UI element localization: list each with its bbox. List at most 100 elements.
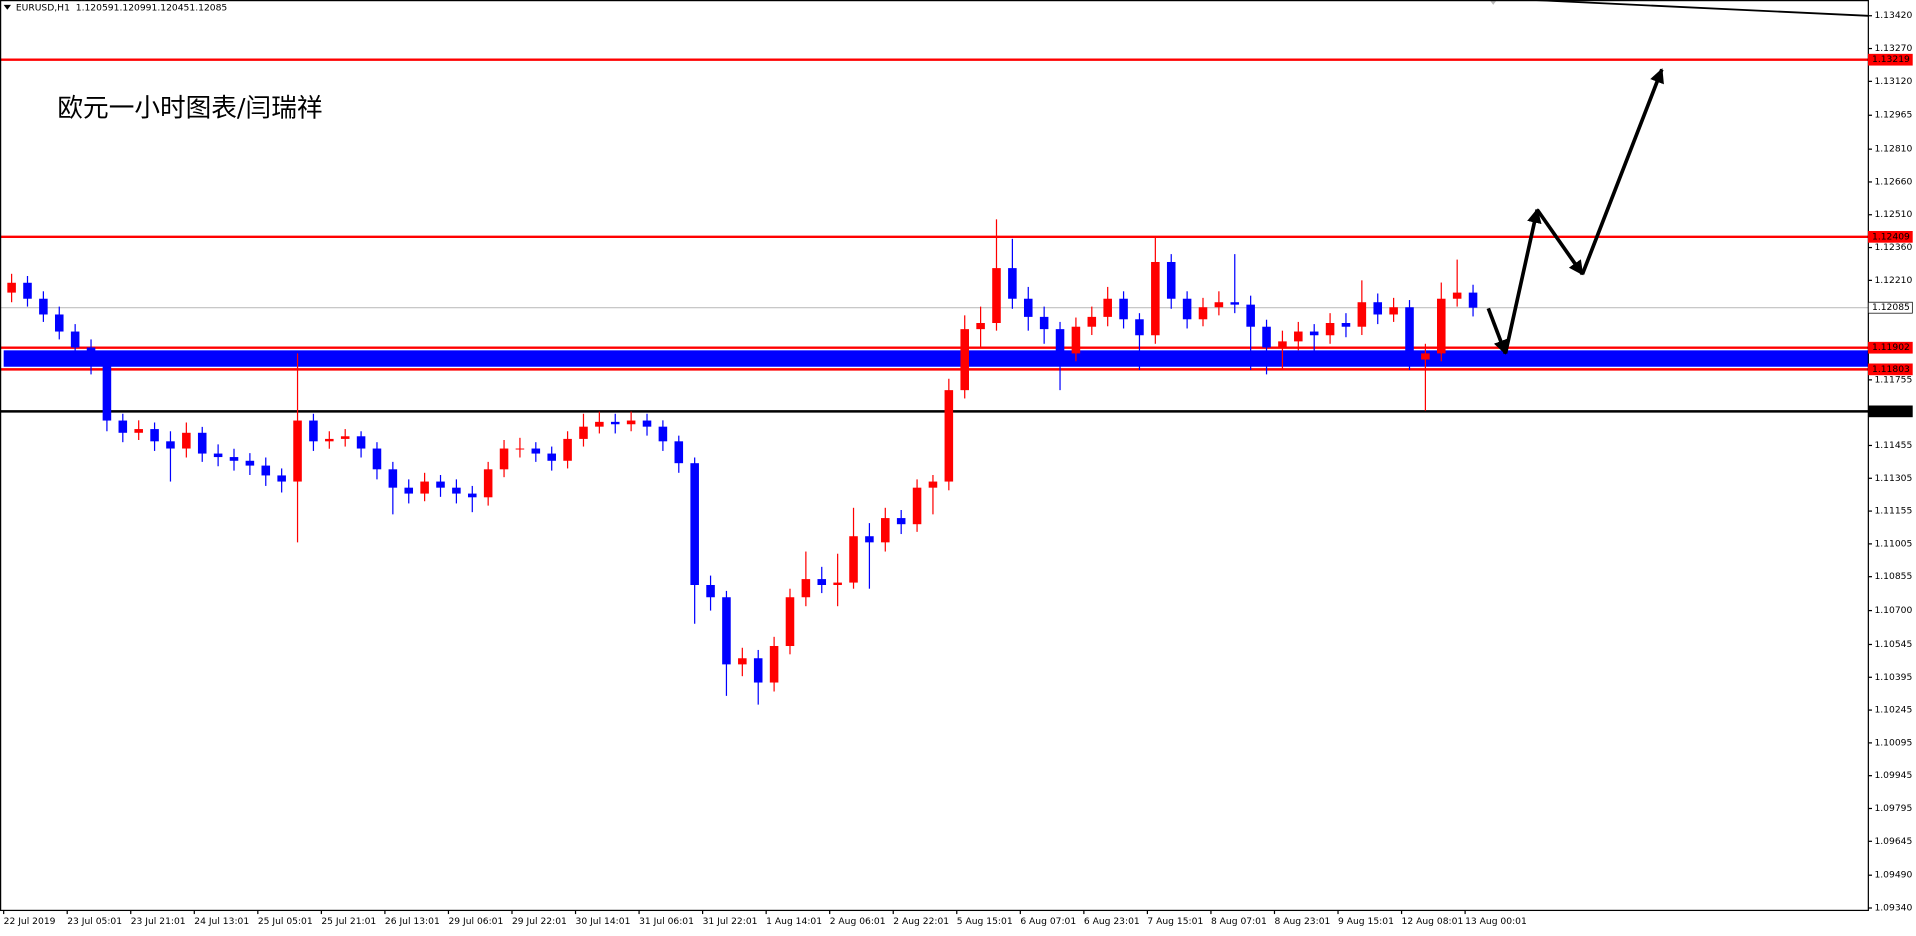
y-tick-label: 1.10395 <box>1874 673 1912 683</box>
x-tick-label: 31 Jul 06:01 <box>639 917 694 927</box>
candle-body <box>229 457 239 461</box>
candle-body <box>54 314 64 332</box>
candle-body <box>7 282 16 293</box>
y-tick-label: 1.09645 <box>1874 837 1912 847</box>
candle-body <box>515 448 525 450</box>
x-tick-label: 13 Aug 00:01 <box>1465 917 1527 927</box>
candle-body <box>1405 307 1414 360</box>
candle-body <box>388 469 398 488</box>
zone <box>3 350 1869 367</box>
candle-body <box>1357 302 1367 327</box>
y-tick-label: 1.09795 <box>1874 804 1912 814</box>
x-tick-label: 8 Aug 07:01 <box>1211 917 1267 927</box>
candle-body <box>356 436 366 449</box>
candle-body <box>1278 341 1287 348</box>
candle-body <box>722 597 731 665</box>
candle-body <box>1421 353 1430 360</box>
y-tick-label: 1.10545 <box>1874 640 1912 650</box>
x-tick-label: 8 Aug 23:01 <box>1274 917 1330 927</box>
candle-body <box>293 420 302 482</box>
symbol: EURUSD,H1 <box>16 3 70 13</box>
candle-body <box>23 282 32 299</box>
candle-body <box>86 347 96 366</box>
candle-body <box>118 420 128 433</box>
x-tick-label: 12 Aug 08:01 <box>1402 917 1464 927</box>
quote-value: 1.12099 <box>114 3 152 13</box>
candle-body <box>563 438 572 461</box>
candle-body <box>1373 302 1383 315</box>
candle-body <box>531 448 541 454</box>
forecast-arrows <box>1486 68 1664 355</box>
candle-body <box>245 460 255 466</box>
x-tick-label: 23 Jul 05:01 <box>67 917 122 927</box>
candle-body <box>102 365 112 421</box>
y-tick-label: 1.13270 <box>1874 44 1912 54</box>
candle-body <box>690 463 699 585</box>
candle-body <box>1008 268 1017 299</box>
candle-body <box>896 518 906 525</box>
candle-body <box>801 579 811 598</box>
level-label-box <box>1867 363 1913 376</box>
y-tick-label: 1.11005 <box>1874 539 1912 549</box>
x-tick-label: 23 Jul 21:01 <box>131 917 186 927</box>
y-tick-label: 1.11455 <box>1874 441 1912 451</box>
candle-body <box>833 582 842 585</box>
candle-body <box>1230 302 1240 305</box>
candle-body <box>1087 316 1097 327</box>
candle-body <box>213 453 223 458</box>
y-tick-label: 1.09340 <box>1874 904 1912 914</box>
candle-body <box>738 658 747 665</box>
candle-body <box>1055 329 1065 354</box>
candle-body <box>340 436 350 439</box>
candle-body <box>960 329 969 391</box>
menu-icon <box>3 4 11 10</box>
candle-body <box>992 268 1001 324</box>
y-tick-label: 1.10095 <box>1874 738 1912 748</box>
level-label: 1.12409 <box>1872 232 1910 242</box>
candle-body <box>642 420 652 427</box>
x-tick-label: 29 Jul 06:01 <box>448 917 503 927</box>
candle-body <box>928 481 938 488</box>
y-tick-label: 1.10700 <box>1874 606 1912 616</box>
level-label: 1.12085 <box>1872 303 1910 313</box>
candle-body <box>1389 307 1398 315</box>
y-tick-label: 1.11755 <box>1874 375 1912 385</box>
candle-body <box>881 518 890 543</box>
y-tick-label: 1.10855 <box>1874 572 1912 582</box>
candle-body <box>436 481 445 488</box>
quote-value: 1.12085 <box>189 3 227 13</box>
quote: 1.12059 1.12099 1.12045 1.12085 <box>76 3 228 13</box>
x-tick-label: 31 Jul 22:01 <box>703 917 758 927</box>
candle-body <box>626 420 636 425</box>
candle-body <box>658 426 668 442</box>
y-tick-label: 1.13420 <box>1874 11 1912 21</box>
candle-body <box>1023 298 1033 317</box>
trend-line <box>1533 0 1869 17</box>
candle-body <box>1309 331 1319 336</box>
annotation: 欧元一小时图表/闫瑞祥 <box>57 94 322 124</box>
candle-body <box>182 432 191 449</box>
arrow <box>1503 208 1542 354</box>
candle-body <box>579 426 588 439</box>
x-tick-label: 5 Aug 15:01 <box>957 917 1013 927</box>
candle-body <box>1198 307 1208 320</box>
y-tick-label: 1.12810 <box>1874 145 1912 155</box>
candle-body <box>769 646 779 683</box>
y-tick-label: 1.12360 <box>1874 243 1912 253</box>
quote-value: 1.12059 <box>76 3 114 13</box>
candle-body <box>197 432 207 454</box>
candle-body <box>1135 319 1144 336</box>
candle-body <box>1166 261 1176 299</box>
candle-body <box>1437 298 1446 354</box>
y-tick-label: 1.09490 <box>1874 871 1912 881</box>
candle-body <box>976 323 985 330</box>
candle-body <box>595 421 604 427</box>
level-label-box <box>1867 341 1913 354</box>
candle-body <box>817 579 827 585</box>
candle-body <box>1214 302 1224 308</box>
candle-body <box>1341 323 1351 327</box>
arrow <box>1580 68 1664 275</box>
candle-body <box>1246 304 1255 327</box>
candle-body <box>849 536 858 583</box>
